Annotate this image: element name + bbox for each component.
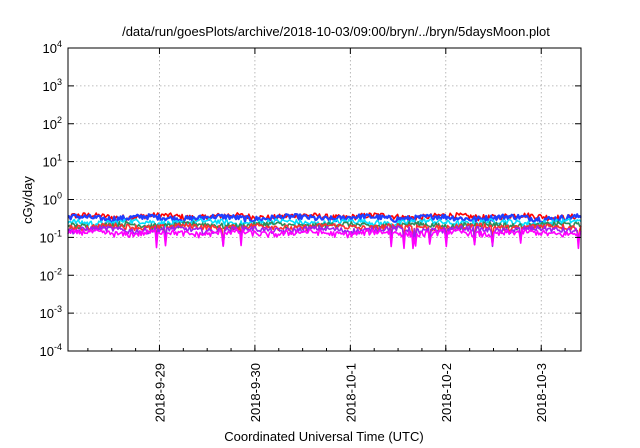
x-tick-label: 2018-10-1 — [343, 363, 358, 422]
series-line — [67, 228, 582, 250]
y-tick-label: 10-4 — [40, 342, 62, 359]
grid-lines — [68, 48, 581, 351]
y-tick-label: 103 — [43, 77, 62, 94]
y-tick-label: 104 — [43, 39, 62, 56]
y-tick-label: 102 — [43, 115, 62, 132]
y-tick-label: 10-3 — [40, 304, 62, 321]
y-tick-label: 101 — [43, 153, 62, 170]
series-layer — [67, 212, 582, 250]
y-axis-label: cGy/day — [20, 176, 35, 224]
x-axis-label: Coordinated Universal Time (UTC) — [224, 429, 423, 444]
y-tick-label: 10-2 — [40, 266, 62, 283]
chart-title: /data/run/goesPlots/archive/2018-10-03/0… — [122, 24, 550, 39]
series-line — [67, 222, 582, 245]
series-line — [67, 213, 582, 224]
y-tick-label: 10-1 — [40, 228, 62, 245]
x-tick-label: 2018-10-3 — [534, 363, 549, 422]
x-tick-label: 2018-9-30 — [248, 363, 263, 422]
series-line — [67, 220, 582, 231]
axis-ticks: 10-4 10-3 10-2 10-1 100 101 102 103 104 2018-9-29… — [40, 39, 581, 422]
series-line — [67, 225, 582, 248]
x-tick-label: 2018-10-2 — [439, 363, 454, 422]
x-tick-label: 2018-9-29 — [152, 363, 167, 422]
y-tick-label: 100 — [43, 191, 62, 208]
